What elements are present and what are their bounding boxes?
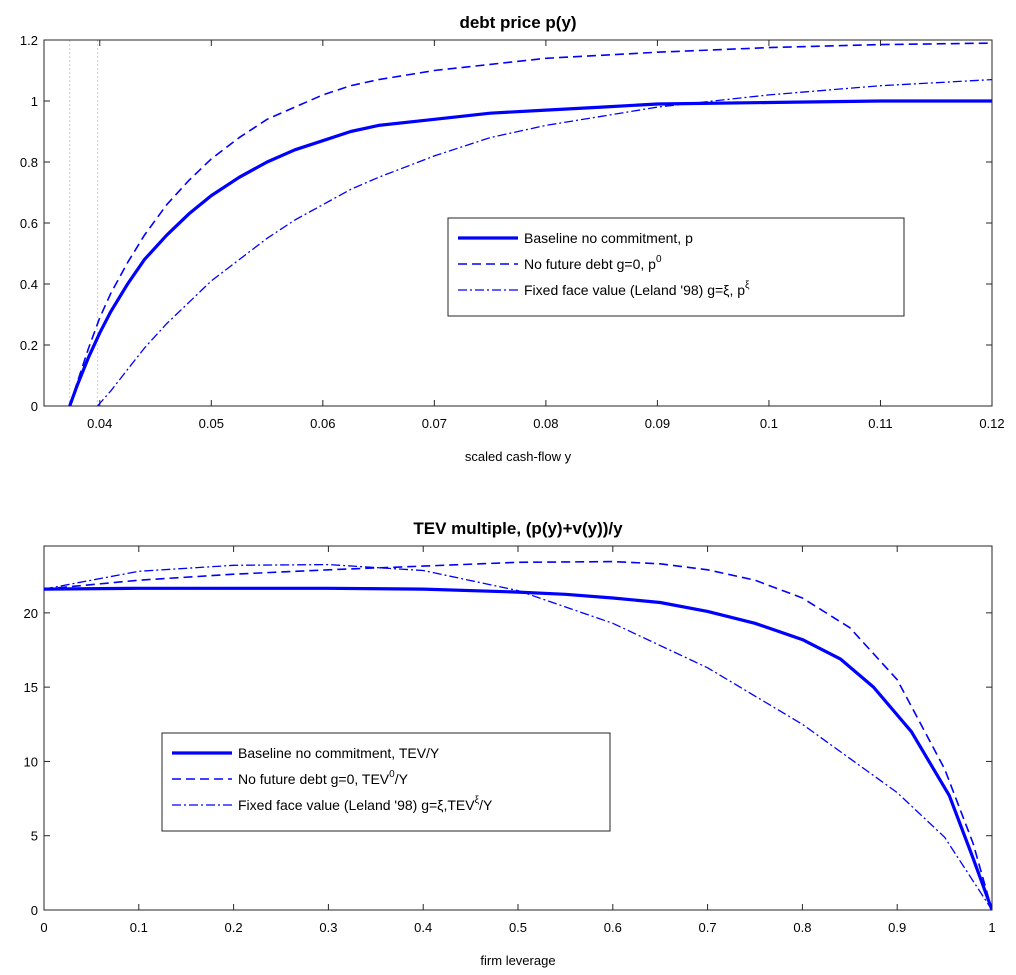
x-tick-label: 0.04 [87, 416, 112, 431]
y-tick-label: 0.6 [20, 216, 38, 231]
legend-label-main: No future debt g=0, p [524, 256, 656, 272]
x-tick-label: 1 [988, 920, 995, 935]
series-line-dashed [44, 560, 992, 911]
legend-label-superscript: 0 [389, 769, 395, 780]
legend-label: No future debt g=0, p0 [524, 254, 662, 272]
series-line-solid [68, 99, 992, 407]
y-tick-label: 1.2 [20, 33, 38, 48]
legend-label-superscript: 0 [656, 254, 662, 265]
y-tick-label: 0.8 [20, 155, 38, 170]
y-tick-label: 5 [31, 829, 38, 844]
x-tick-label: 0.1 [130, 920, 148, 935]
legend: Baseline no commitment, p No future debt … [447, 217, 905, 317]
legend-box [161, 732, 611, 832]
x-tick-label: 0.9 [888, 920, 906, 935]
legend-label-main: No future debt g=0, TEV [238, 771, 390, 787]
chart-title: TEV multiple, (p(y)+v(y))/y [413, 519, 623, 538]
y-tick-label: 1 [31, 94, 38, 109]
y-tick-label: 0 [31, 399, 38, 414]
x-tick-label: 0.8 [793, 920, 811, 935]
legend-label: No future debt g=0, TEV0/Y [238, 769, 409, 787]
chart-2: 0 0.1 0.2 0.3 0.4 0.5 0.6 0.7 0.8 0.9 105101520TEV… [24, 519, 996, 968]
y-tick-label: 15 [24, 680, 38, 695]
plot-frame [43, 545, 993, 911]
series-line-solid [44, 586, 992, 911]
legend: Baseline no commitment, TEV/Y No future d… [161, 732, 611, 832]
x-tick-label: 0.2 [225, 920, 243, 935]
series-line-dashed [68, 42, 992, 407]
x-tick-label: 0 [40, 920, 47, 935]
y-tick-label: 20 [24, 606, 38, 621]
y-tick-label: 10 [24, 754, 38, 769]
x-tick-label: 0.05 [199, 416, 224, 431]
x-tick-label: 0.4 [414, 920, 432, 935]
legend-label-main: Baseline no commitment, p [524, 230, 693, 246]
x-tick-label: 0.5 [509, 920, 527, 935]
legend-label: Baseline no commitment, TEV/Y [238, 745, 440, 761]
x-tick-label: 0.08 [533, 416, 558, 431]
chart-title: debt price p(y) [459, 13, 576, 32]
chart-1: 0.04 0.05 0.06 0.07 0.08 0.09 0.1 0.11 0.12 0 0.2 0… [20, 13, 1005, 464]
legend-label-tail: /Y [395, 771, 409, 787]
legend-label: Fixed face value (Leland '98) g=ξ, pξ [524, 280, 750, 298]
legend-box [447, 217, 905, 317]
legend-label-main: Baseline no commitment, TEV/Y [238, 745, 440, 761]
legend-label-tail: /Y [479, 797, 493, 813]
y-tick-label: 0.2 [20, 338, 38, 353]
series-line-dashdot [97, 78, 992, 407]
x-tick-label: 0.09 [645, 416, 670, 431]
x-tick-label: 0.7 [699, 920, 717, 935]
y-tick-label: 0 [31, 903, 38, 918]
y-tick-label: 0.4 [20, 277, 38, 292]
x-tick-label: 0.3 [319, 920, 337, 935]
x-axis-label: scaled cash-flow y [465, 449, 572, 464]
legend-label-superscript: ξ [475, 795, 480, 806]
x-tick-label: 0.11 [868, 416, 892, 431]
legend-label: Baseline no commitment, p [524, 230, 693, 246]
legend-label: Fixed face value (Leland '98) g=ξ,TEVξ/Y [238, 795, 493, 813]
x-axis-label: firm leverage [480, 953, 555, 968]
legend-label-main: Fixed face value (Leland '98) g=ξ,TEV [238, 797, 475, 813]
series-line-dashdot [44, 563, 992, 911]
legend-label-superscript: ξ [745, 280, 750, 291]
legend-label-main: Fixed face value (Leland '98) g=ξ, p [524, 282, 745, 298]
x-tick-label: 0.12 [979, 416, 1004, 431]
x-tick-label: 0.07 [422, 416, 447, 431]
x-tick-label: 0.06 [310, 416, 335, 431]
x-tick-label: 0.6 [604, 920, 622, 935]
x-tick-label: 0.1 [760, 416, 778, 431]
